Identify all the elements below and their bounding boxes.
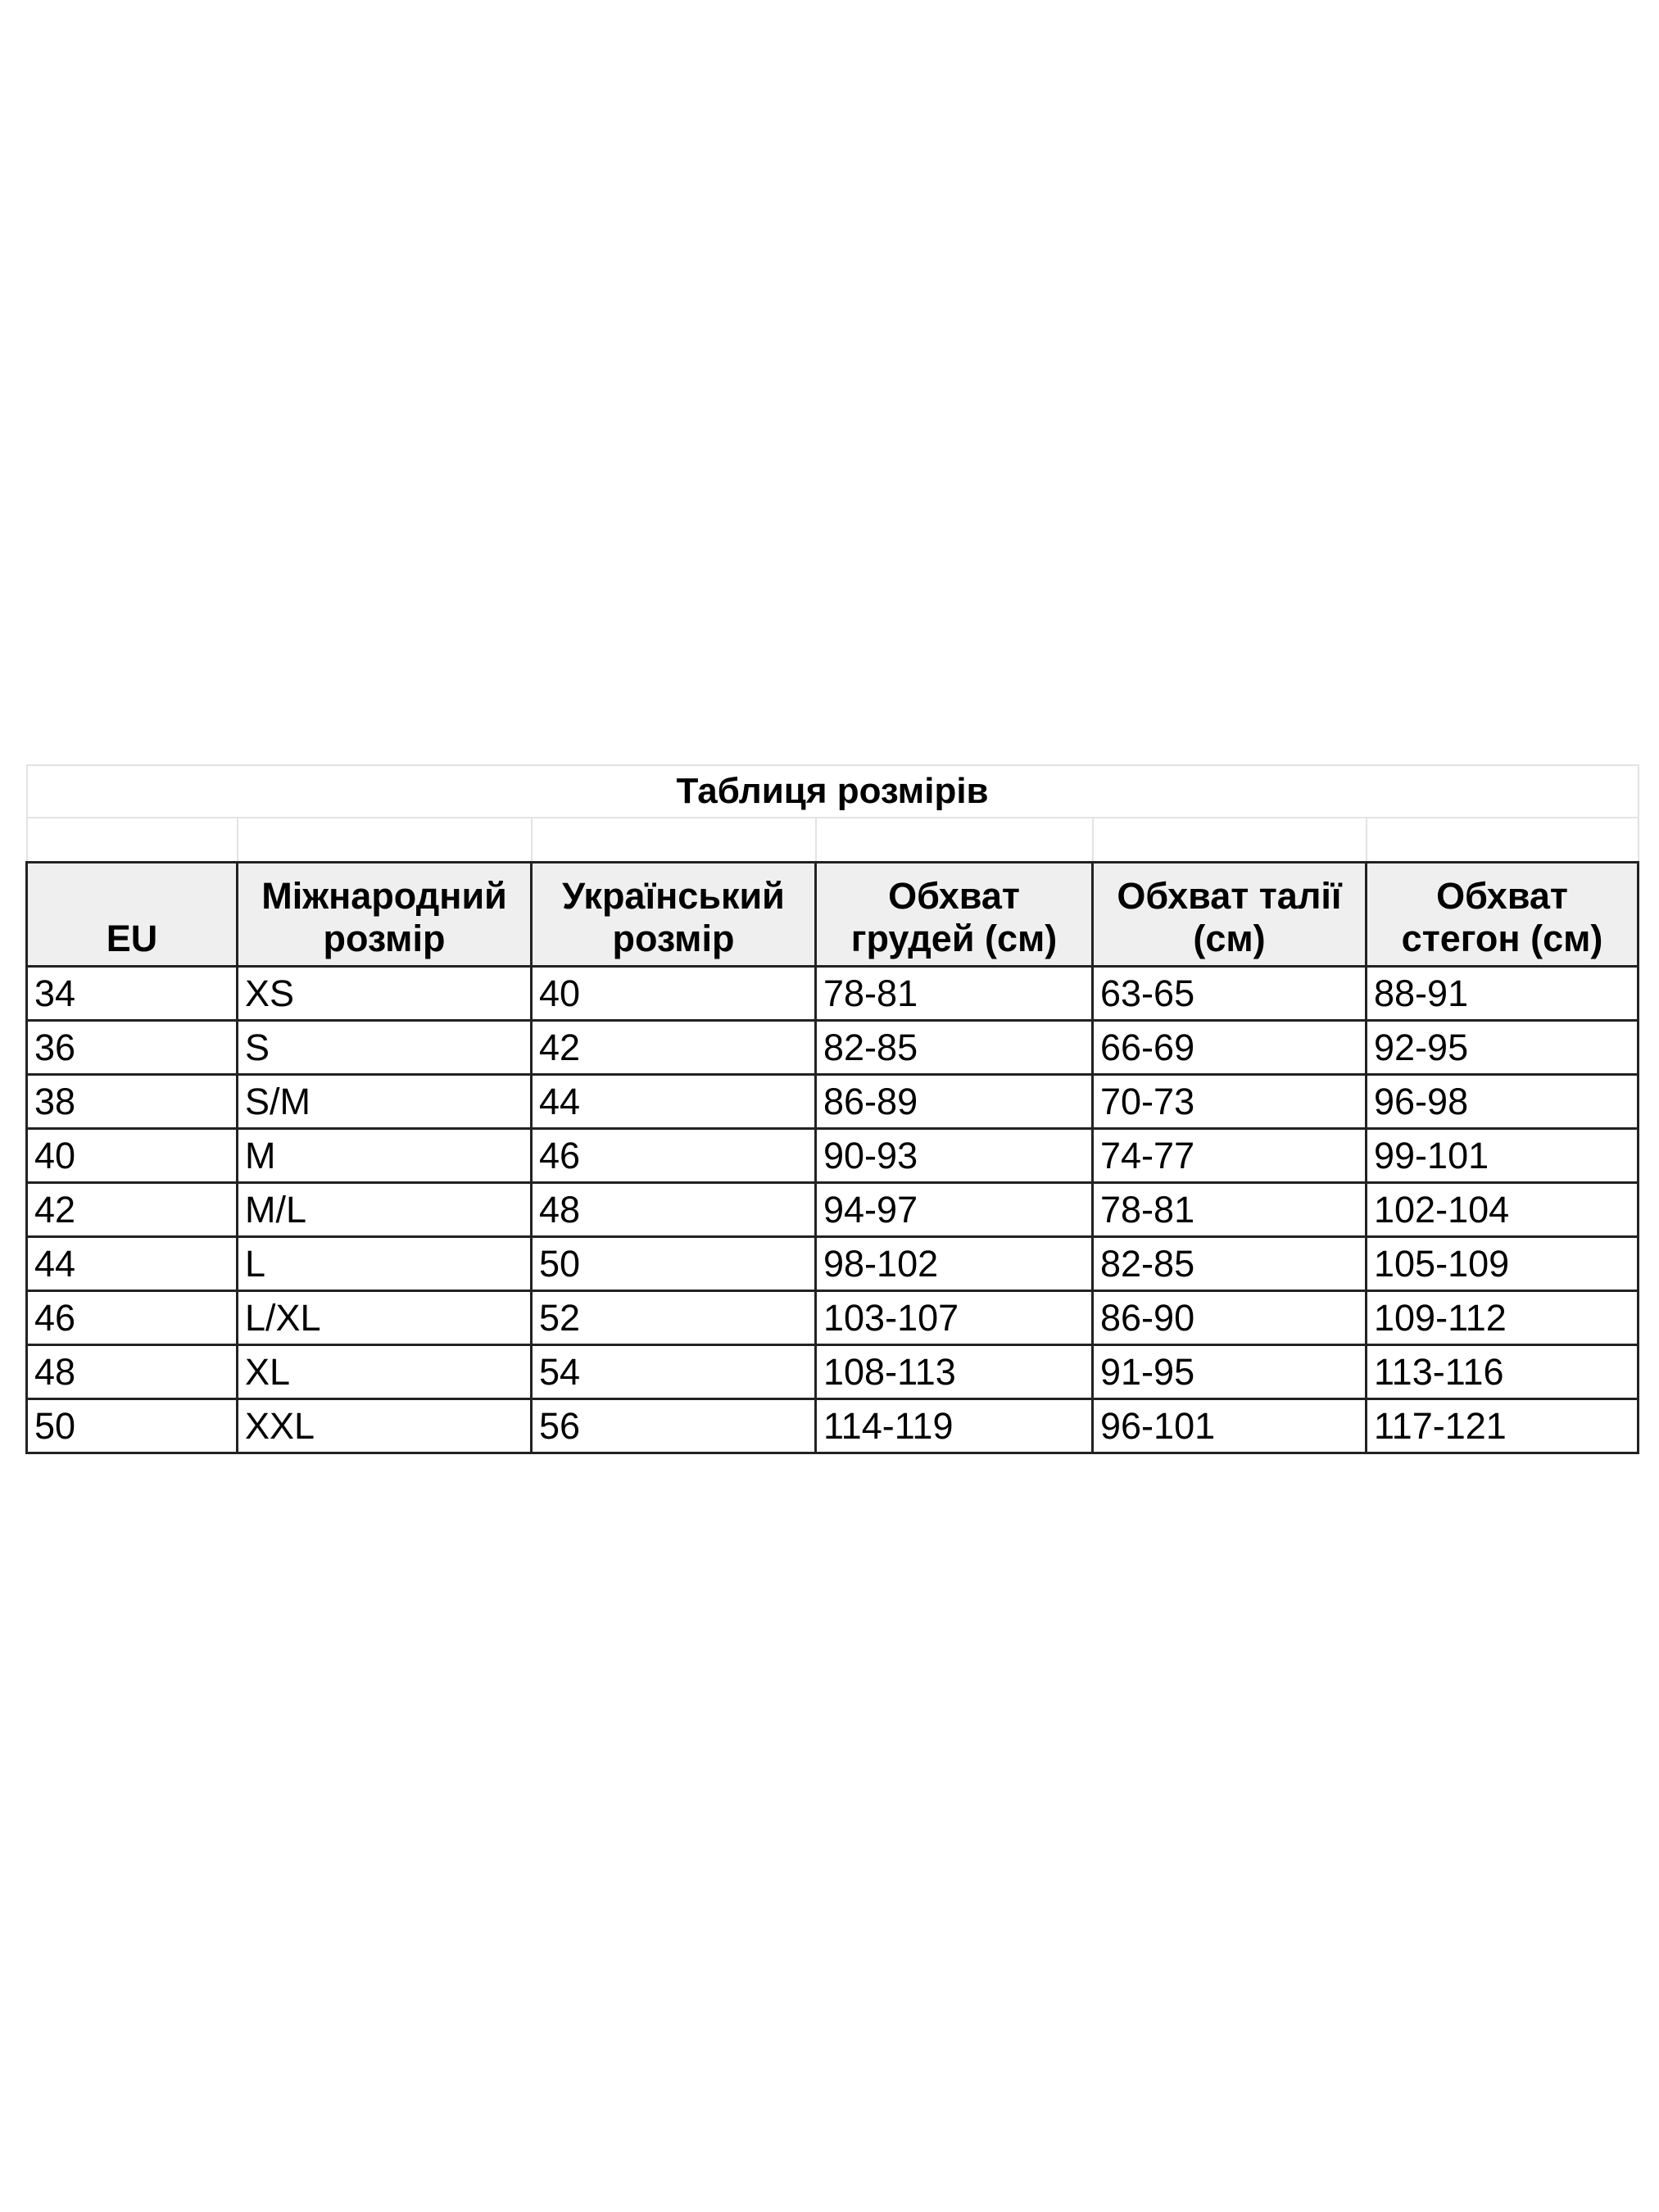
table-cell: 40 <box>25 1127 238 1184</box>
table-cell: 82-85 <box>814 1019 1094 1076</box>
table-cell: XL <box>236 1344 533 1400</box>
empty-cell <box>1091 817 1367 863</box>
table-cell: 42 <box>25 1181 238 1238</box>
table-cell: 91-95 <box>1091 1344 1367 1400</box>
table-cell: 36 <box>25 1019 238 1076</box>
table-row: 34 XS 40 78-81 63-65 88-91 <box>25 965 1640 1022</box>
table-cell: 48 <box>530 1181 817 1238</box>
column-header: Обхват талії (см) <box>1091 861 1367 968</box>
table-cell: 56 <box>530 1398 817 1454</box>
table-cell: 66-69 <box>1091 1019 1367 1076</box>
table-row: 50 XXL 56 114-119 96-101 117-121 <box>25 1398 1640 1454</box>
table-cell: 44 <box>530 1073 817 1130</box>
table-cell: 82-85 <box>1091 1235 1367 1292</box>
empty-cell <box>530 817 817 863</box>
empty-cell <box>25 817 238 863</box>
table-cell: 90-93 <box>814 1127 1094 1184</box>
empty-row <box>25 817 1639 863</box>
table-row: 48 XL 54 108-113 91-95 113-116 <box>25 1344 1640 1400</box>
table-cell: 40 <box>530 965 817 1022</box>
table-cell: 114-119 <box>814 1398 1094 1454</box>
table-row: 36 S 42 82-85 66-69 92-95 <box>25 1019 1640 1076</box>
table-row: 42 M/L 48 94-97 78-81 102-104 <box>25 1181 1640 1238</box>
column-header: Обхват грудей (см) <box>814 861 1094 968</box>
table-cell: 96-101 <box>1091 1398 1367 1454</box>
table-cell: 99-101 <box>1364 1127 1640 1184</box>
table-cell: 44 <box>25 1235 238 1292</box>
table-cell: 88-91 <box>1364 965 1640 1022</box>
table-cell: 38 <box>25 1073 238 1130</box>
table-cell: 70-73 <box>1091 1073 1367 1130</box>
table-cell: 94-97 <box>814 1181 1094 1238</box>
table-cell: 86-89 <box>814 1073 1094 1130</box>
table-cell: 50 <box>25 1398 238 1454</box>
table-cell: M <box>236 1127 533 1184</box>
column-header: Міжнародний розмір <box>236 861 533 968</box>
table-cell: 54 <box>530 1344 817 1400</box>
title-row: Таблиця розмірів <box>25 764 1639 818</box>
table-cell: XXL <box>236 1398 533 1454</box>
table-cell: M/L <box>236 1181 533 1238</box>
table-cell: 117-121 <box>1364 1398 1640 1454</box>
table-cell: 102-104 <box>1364 1181 1640 1238</box>
table-cell: S <box>236 1019 533 1076</box>
table-cell: S/M <box>236 1073 533 1130</box>
table-cell: 96-98 <box>1364 1073 1640 1130</box>
table-cell: 42 <box>530 1019 817 1076</box>
empty-cell <box>1365 817 1639 863</box>
table-row: 40 M 46 90-93 74-77 99-101 <box>25 1127 1640 1184</box>
table-cell: 105-109 <box>1364 1235 1640 1292</box>
table-cell: 46 <box>25 1290 238 1346</box>
table-cell: 92-95 <box>1364 1019 1640 1076</box>
size-table: Таблиця розмірів EU Міжнародний розмір Укр… <box>25 764 1640 1454</box>
table-title: Таблиця розмірів <box>25 764 1639 818</box>
table-cell: 86-90 <box>1091 1290 1367 1346</box>
size-chart: Таблиця розмірів EU Міжнародний розмір Укр… <box>25 764 1640 1454</box>
column-header: EU <box>25 861 238 968</box>
table-cell: 50 <box>530 1235 817 1292</box>
table-cell: L/XL <box>236 1290 533 1346</box>
empty-cell <box>814 817 1094 863</box>
table-row: 44 L 50 98-102 82-85 105-109 <box>25 1235 1640 1292</box>
table-row: 46 L/XL 52 103-107 86-90 109-112 <box>25 1290 1640 1346</box>
table-cell: 98-102 <box>814 1235 1094 1292</box>
table-cell: 34 <box>25 965 238 1022</box>
table-cell: 63-65 <box>1091 965 1367 1022</box>
table-cell: XS <box>236 965 533 1022</box>
header-row: EU Міжнародний розмір Український розмір Об… <box>25 861 1640 968</box>
table-cell: 74-77 <box>1091 1127 1367 1184</box>
table-cell: L <box>236 1235 533 1292</box>
table-cell: 78-81 <box>1091 1181 1367 1238</box>
table-row: 38 S/M 44 86-89 70-73 96-98 <box>25 1073 1640 1130</box>
table-cell: 46 <box>530 1127 817 1184</box>
column-header: Обхват стегон (см) <box>1364 861 1640 968</box>
table-cell: 52 <box>530 1290 817 1346</box>
table-cell: 78-81 <box>814 965 1094 1022</box>
table-cell: 113-116 <box>1364 1344 1640 1400</box>
table-cell: 103-107 <box>814 1290 1094 1346</box>
column-header: Український розмір <box>530 861 817 968</box>
table-cell: 48 <box>25 1344 238 1400</box>
table-cell: 108-113 <box>814 1344 1094 1400</box>
table-cell: 109-112 <box>1364 1290 1640 1346</box>
empty-cell <box>236 817 533 863</box>
